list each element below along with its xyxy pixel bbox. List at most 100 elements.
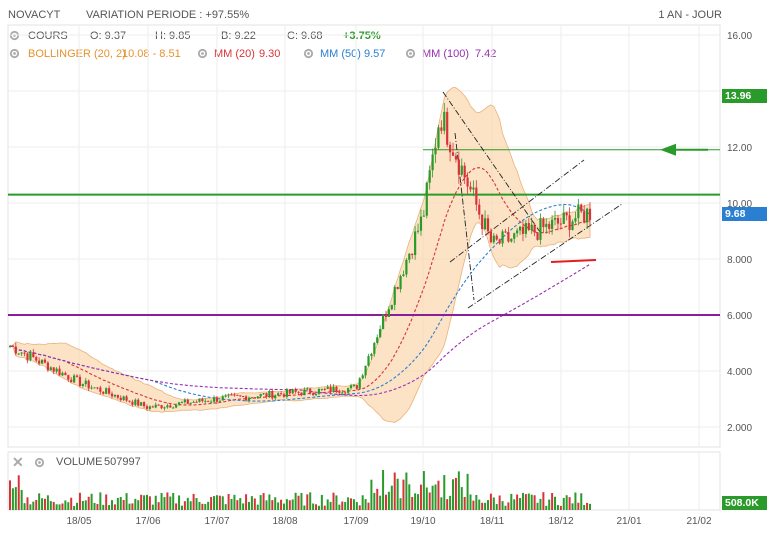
- volume-bar: [507, 502, 510, 510]
- candle-body: [14, 346, 17, 354]
- volume-bar: [303, 505, 306, 510]
- volume-bar: [215, 495, 218, 510]
- gear-icon[interactable]: [405, 48, 416, 59]
- bollinger-fill: [9, 86, 591, 423]
- gear-icon[interactable]: [197, 48, 208, 59]
- candle-body: [454, 155, 458, 160]
- candle-body: [545, 223, 548, 228]
- candle-body: [90, 387, 93, 389]
- candle-body: [78, 376, 82, 386]
- candle-body: [449, 144, 452, 153]
- candle-body: [221, 396, 224, 401]
- volume-bar: [148, 496, 151, 510]
- volume-value: 507997: [104, 456, 141, 468]
- candle-body: [387, 309, 390, 317]
- candle-body: [204, 400, 207, 402]
- candle-body: [349, 385, 353, 389]
- trend-line: [449, 159, 585, 263]
- candle-body: [384, 314, 388, 317]
- volume-bar: [157, 502, 160, 510]
- volume-bar: [484, 502, 487, 510]
- volume-bar: [350, 498, 353, 510]
- volume-bar: [288, 500, 291, 510]
- y-tick-label: 6.000: [727, 311, 752, 322]
- candle-body: [38, 360, 41, 364]
- candle-body: [314, 393, 318, 396]
- candle-body: [233, 394, 236, 396]
- gear-icon[interactable]: [303, 48, 314, 59]
- legend-cours-label: COURS: [28, 30, 68, 42]
- volume-bar: [195, 498, 198, 510]
- volume-frame: [7, 451, 721, 511]
- candle-body: [332, 386, 335, 393]
- candle-body: [309, 388, 312, 394]
- candle-body: [516, 230, 519, 234]
- candle-body: [145, 406, 149, 409]
- legend-open: O: 9.37: [90, 30, 127, 42]
- candle-body: [20, 352, 23, 354]
- candle-body: [277, 393, 280, 396]
- candle-body: [210, 401, 213, 403]
- candle-body: [160, 405, 163, 409]
- gear-icon[interactable]: [9, 48, 20, 59]
- volume-bar: [536, 502, 539, 510]
- candle-body: [562, 212, 565, 224]
- volume-bar: [143, 495, 146, 510]
- volume-label: VOLUME: [56, 456, 103, 468]
- candle-body: [87, 380, 90, 389]
- volume-bar: [551, 493, 554, 510]
- candle-body: [393, 286, 396, 305]
- candle-body: [510, 238, 513, 242]
- candle-body: [370, 353, 373, 357]
- volume-bar: [262, 493, 265, 510]
- volume-bar: [90, 493, 93, 510]
- candle-body: [279, 393, 283, 395]
- candle-body: [533, 224, 536, 233]
- legend-close: C: 9.68: [287, 30, 323, 42]
- volume-bar: [352, 499, 355, 510]
- candle-body: [23, 352, 26, 354]
- volume-bar: [46, 495, 49, 510]
- candle-body: [128, 400, 131, 402]
- candle-body: [542, 218, 545, 228]
- candle-body: [390, 304, 393, 310]
- x-tick-label: 17/07: [204, 516, 229, 527]
- volume-bar: [417, 494, 420, 510]
- gear-icon[interactable]: [34, 457, 45, 468]
- candle-body: [367, 356, 370, 366]
- candle-body: [64, 372, 67, 376]
- volume-bar: [571, 503, 574, 510]
- volume-bar: [26, 497, 29, 510]
- volume-bar: [14, 487, 17, 510]
- candle-body: [8, 345, 12, 347]
- candle-body: [489, 231, 493, 243]
- volume-bar: [105, 494, 108, 510]
- volume-bar: [390, 485, 393, 510]
- mm20-line: [9, 167, 591, 406]
- period-selector[interactable]: 1 AN - JOUR: [658, 9, 722, 21]
- candle-body: [486, 218, 490, 232]
- candle-body: [291, 389, 294, 394]
- x-tick-label: 17/09: [343, 516, 368, 527]
- volume-bar: [408, 484, 411, 510]
- volume-bar: [428, 492, 431, 510]
- candle-body: [288, 389, 291, 394]
- volume-bar: [294, 492, 297, 510]
- volume-bar: [163, 497, 166, 510]
- volume-bar: [583, 505, 586, 510]
- level-high-badge: 13.96: [722, 89, 767, 103]
- volume-bar: [218, 495, 221, 510]
- candle-body: [521, 226, 525, 234]
- candle-body: [405, 259, 408, 275]
- candle-body: [428, 170, 431, 183]
- candle-body: [75, 375, 79, 377]
- volume-bar: [35, 499, 38, 510]
- y-tick-label: 2.000: [727, 423, 752, 434]
- candle-body: [588, 208, 592, 221]
- volume-close-icon[interactable]: ✕: [12, 454, 24, 470]
- volume-bar: [113, 504, 116, 510]
- candle-body: [306, 388, 309, 390]
- x-tick-label: 18/11: [480, 516, 505, 527]
- candle-body: [29, 352, 32, 360]
